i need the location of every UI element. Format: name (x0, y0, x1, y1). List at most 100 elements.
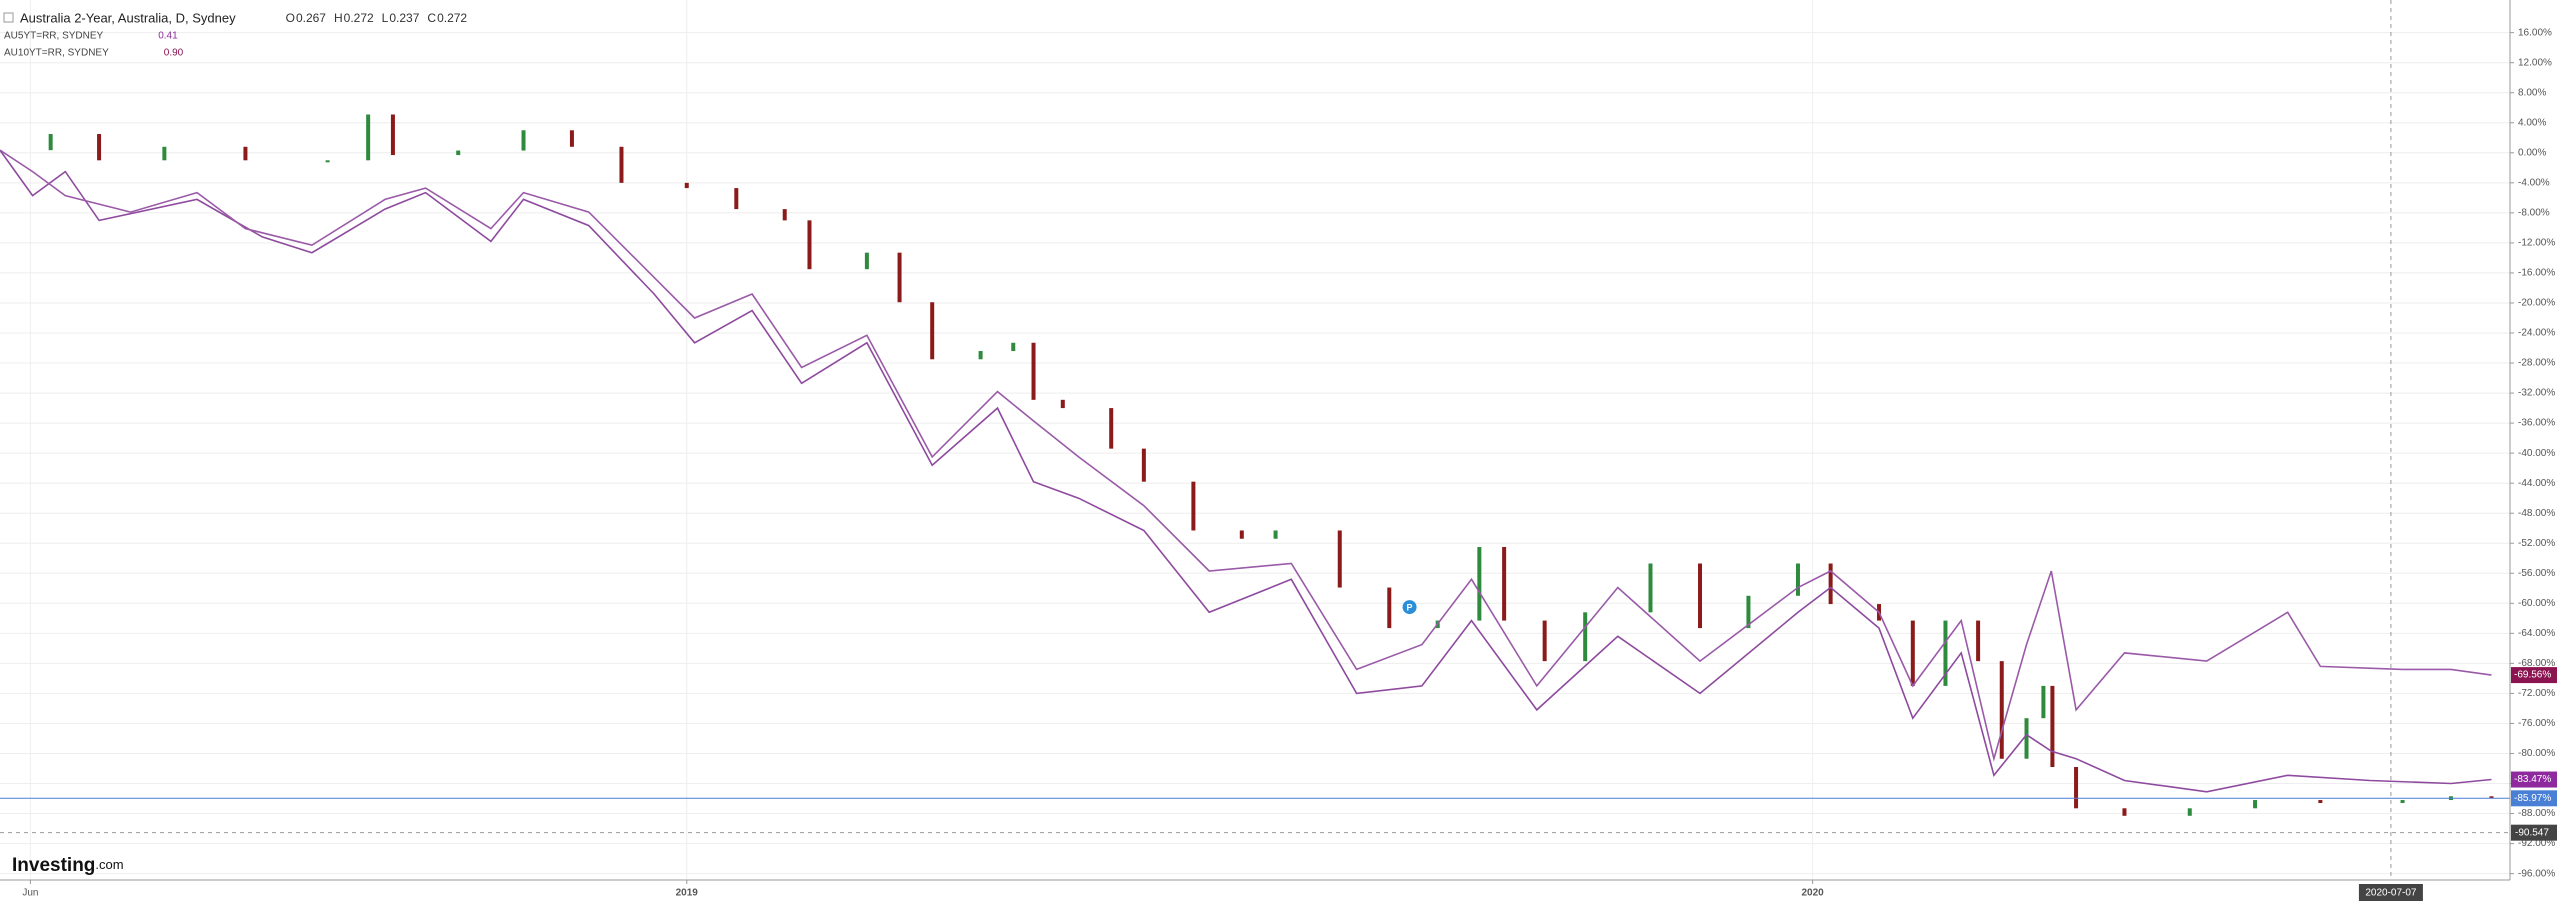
plot: P (0, 0, 2510, 880)
grid (0, 0, 2510, 880)
candle (1698, 563, 1703, 629)
y-tick-label: -44.00% (2518, 478, 2555, 489)
last-value-label: -83.47% (2514, 774, 2551, 785)
candle (1910, 620, 1915, 686)
series-line (0, 149, 2492, 762)
candle (1337, 530, 1342, 588)
y-tick-label: -88.00% (2518, 808, 2555, 819)
candle (1583, 612, 1588, 662)
y-tick-label: -72.00% (2518, 688, 2555, 699)
legend: Australia 2-Year, Australia, D, Sydney O 0… (3, 10, 467, 59)
axes: 16.00% 12.00% 8.00% 4.00% 0.00% -4.00% -8.00% -… (22, 27, 2557, 901)
y-tick-label: -60.00% (2518, 598, 2555, 609)
legend-series-name: AU5YT=RR, SYDNEY (4, 31, 104, 42)
candle (2074, 766, 2079, 809)
candle (2041, 685, 2046, 719)
y-tick-label: -16.00% (2518, 268, 2555, 279)
candle (48, 134, 53, 151)
y-tick-label: -92.00% (2518, 838, 2555, 849)
y-tick-label: -32.00% (2518, 388, 2555, 399)
ohlc-value: 0.267 (296, 11, 326, 25)
candle (2253, 800, 2258, 809)
ohlc-label: C (427, 11, 436, 25)
y-tick-label: 8.00% (2518, 87, 2546, 98)
event-marker (1402, 600, 1417, 615)
candle (1387, 587, 1392, 629)
ohlc-label: H (334, 11, 343, 25)
x-tick-label: Jun (22, 888, 38, 899)
candle (366, 114, 371, 161)
y-tick-label: -76.00% (2518, 718, 2555, 729)
ohlc-value: 0.237 (389, 11, 419, 25)
crosshair-y-label: -90.547 (2515, 827, 2549, 838)
y-tick-label: -96.00% (2518, 868, 2555, 879)
candle (897, 252, 902, 303)
candle (807, 220, 812, 270)
candle (1109, 408, 1114, 449)
candle (1746, 595, 1751, 629)
logo-suffix: .com (95, 857, 123, 872)
x-tick-label: 2020 (1801, 888, 1824, 899)
last-value-box (2511, 790, 2557, 807)
candle (1477, 546, 1482, 621)
candle (521, 130, 526, 151)
candle (782, 209, 787, 221)
ohlc-value: 0.272 (344, 11, 374, 25)
y-tick-label: -80.00% (2518, 748, 2555, 759)
y-tick-label: 4.00% (2518, 117, 2546, 128)
y-tick-label: -64.00% (2518, 628, 2555, 639)
series-line (0, 149, 2492, 793)
candle (569, 130, 574, 147)
candle (978, 351, 983, 360)
y-tick-label: 12.00% (2518, 57, 2552, 68)
candle (390, 114, 395, 156)
candle (2050, 685, 2055, 767)
candle (1976, 620, 1981, 662)
event-marker-label: P (1407, 602, 1413, 612)
candle (162, 146, 167, 161)
candle (2122, 808, 2127, 816)
y-tick-label: -24.00% (2518, 328, 2555, 339)
y-tick-label: -68.00% (2518, 658, 2555, 669)
y-tick-label: -48.00% (2518, 508, 2555, 519)
candle (325, 160, 330, 163)
y-tick-label: -56.00% (2518, 568, 2555, 579)
ohlc-value: 0.272 (437, 11, 467, 25)
crosshair-x-box (2358, 884, 2423, 901)
candle (734, 188, 739, 210)
candle (1011, 342, 1016, 352)
candle (97, 134, 102, 161)
legend-title: Australia 2-Year, Australia, D, Sydney (20, 10, 236, 25)
candle (456, 150, 461, 156)
y-tick-label: 16.00% (2518, 27, 2552, 38)
candle (1542, 620, 1547, 662)
candle (1060, 399, 1065, 409)
y-tick-label: -36.00% (2518, 418, 2555, 429)
y-tick-label: 0.00% (2518, 147, 2546, 158)
candle (1795, 563, 1800, 596)
candle (1031, 342, 1036, 400)
y-tick-label: -52.00% (2518, 538, 2555, 549)
y-tick-label: -8.00% (2518, 208, 2550, 219)
candle (2489, 796, 2494, 799)
candle (1648, 563, 1653, 613)
y-tick-label: -4.00% (2518, 177, 2550, 188)
candle (1999, 661, 2004, 759)
candle (2024, 718, 2029, 759)
candle (1943, 620, 1948, 686)
candle (1141, 448, 1146, 482)
x-tick-label: 2019 (676, 888, 699, 899)
y-tick-label: -12.00% (2518, 238, 2555, 249)
legend-series-value: 0.90 (164, 48, 184, 59)
candle (1273, 530, 1278, 539)
legend-series-name: AU10YT=RR, SYDNEY (4, 48, 109, 59)
last-value-label: -69.56% (2514, 670, 2551, 681)
candle (1239, 530, 1244, 539)
candle (2400, 800, 2405, 804)
last-value-box (2511, 667, 2557, 684)
legend-icon (3, 12, 14, 23)
y-tick-label: -28.00% (2518, 358, 2555, 369)
candle (1502, 546, 1507, 621)
logo-brand: Investing (12, 855, 95, 876)
candle (619, 146, 624, 183)
